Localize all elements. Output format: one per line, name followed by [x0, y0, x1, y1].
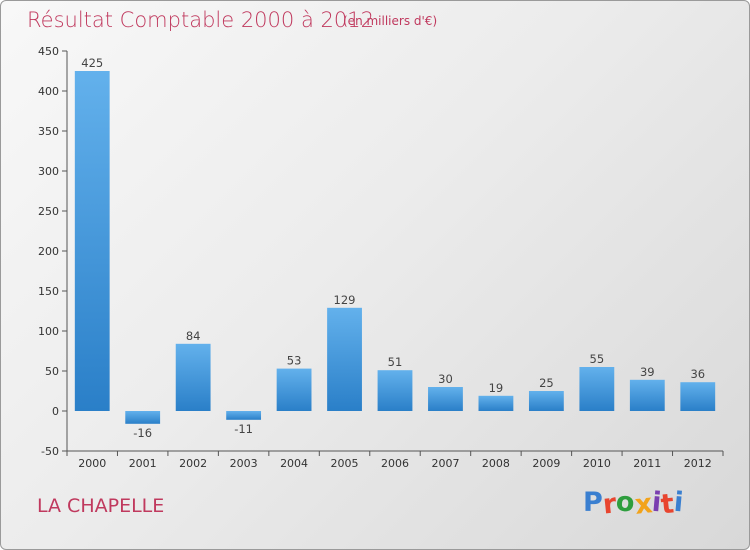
x-tick-label-2000: 2000 — [78, 457, 106, 470]
x-tick-label-2005: 2005 — [331, 457, 359, 470]
bar-2006 — [377, 370, 413, 411]
bar-2012 — [680, 382, 716, 411]
value-label-2004: 53 — [287, 354, 302, 368]
bars — [74, 71, 716, 424]
value-label-2009: 25 — [539, 376, 554, 390]
x-tick-label-2007: 2007 — [431, 457, 459, 470]
value-label-2002: 84 — [186, 329, 201, 343]
y-tick-label: 200 — [38, 245, 59, 258]
y-tick-label: 150 — [38, 285, 59, 298]
value-label-2012: 36 — [690, 367, 705, 381]
bar-2002 — [175, 343, 211, 411]
bar-2010 — [579, 367, 615, 411]
y-tick-label: 350 — [38, 125, 59, 138]
x-tick-label-2010: 2010 — [583, 457, 611, 470]
chart-title: Résultat Comptable 2000 à 2012 — [27, 8, 374, 32]
value-labels: 425 -16 84 -11 53 129 51 30 19 25 55 39 36 — [81, 56, 705, 440]
value-label-2003: -11 — [234, 422, 253, 436]
y-tick-label: 450 — [38, 45, 59, 58]
value-label-2008: 19 — [489, 381, 504, 395]
y-tick-label: 300 — [38, 165, 59, 178]
value-label-2010: 55 — [590, 352, 605, 366]
x-tick-label-2001: 2001 — [129, 457, 157, 470]
value-label-2011: 39 — [640, 365, 655, 379]
chart-subtitle: (en milliers d'€) — [343, 14, 438, 28]
value-label-2001: -16 — [133, 426, 152, 440]
y-tick-label: 250 — [38, 205, 59, 218]
logo-letter: P — [583, 487, 603, 518]
y-tick-label: 100 — [38, 325, 59, 338]
bar-2004 — [276, 368, 312, 411]
bar-2000 — [74, 71, 110, 411]
bar-2011 — [629, 379, 665, 411]
bar-2005 — [327, 307, 362, 411]
value-label-2000: 425 — [81, 56, 103, 70]
x-tick-label-2004: 2004 — [280, 457, 308, 470]
x-tick-label-2002: 2002 — [179, 457, 207, 470]
x-tick-label-2009: 2009 — [532, 457, 560, 470]
bar-2009 — [528, 391, 564, 411]
bar-2003 — [226, 411, 262, 420]
x-tick-label-2003: 2003 — [230, 457, 258, 470]
x-tick-label-2008: 2008 — [482, 457, 510, 470]
bar-2008 — [478, 395, 514, 411]
bar-2001 — [125, 411, 161, 424]
x-tick-label-2012: 2012 — [684, 457, 712, 470]
value-label-2007: 30 — [438, 372, 453, 386]
logo-letter: i — [672, 486, 685, 519]
axes: -50 0 50 100 150 200 250 300 350 400 450 2000 2001 20… — [38, 45, 724, 470]
y-tick-label: 50 — [45, 365, 59, 378]
x-tick-label-2011: 2011 — [633, 457, 661, 470]
y-tick-label: 0 — [52, 405, 59, 418]
commune-name: LA CHAPELLE — [37, 495, 165, 517]
x-tick-label-2006: 2006 — [381, 457, 409, 470]
proxiti-logo: Proxiti — [583, 486, 685, 521]
bar-2007 — [428, 387, 463, 411]
value-label-2005: 129 — [334, 293, 356, 307]
value-label-2006: 51 — [388, 355, 403, 369]
y-tick-label: -50 — [41, 445, 59, 458]
y-tick-label: 400 — [38, 85, 59, 98]
